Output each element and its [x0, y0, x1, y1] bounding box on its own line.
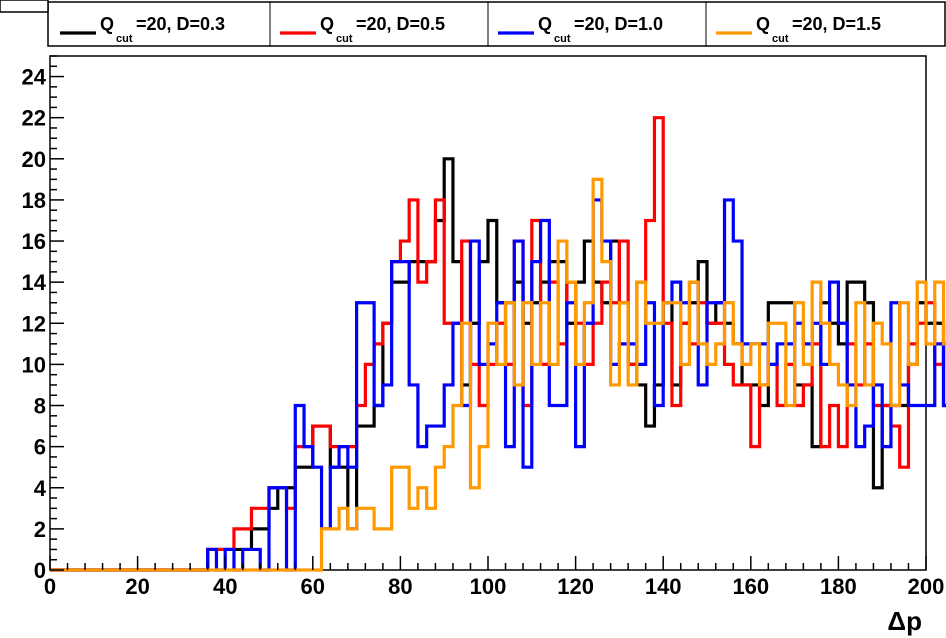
- x-tick-label: 140: [645, 574, 682, 599]
- legend-label-main: Q: [538, 14, 552, 34]
- tick-labels: 0 20 40 60 80 100 120 140 160 180 2000246810121416…: [22, 65, 945, 599]
- y-tick-label: 2: [34, 517, 46, 542]
- y-tick-label: 0: [34, 558, 46, 583]
- x-tick-label: 180: [820, 574, 857, 599]
- legend-label-rest: =20, D=0.5: [356, 14, 445, 34]
- histogram-series-group: [50, 116, 946, 572]
- y-tick-label: 4: [34, 476, 47, 501]
- legend-label-rest: =20, D=0.3: [136, 14, 225, 34]
- x-tick-label: 0: [44, 574, 56, 599]
- x-tick-label: 80: [388, 574, 412, 599]
- x-tick-label: 20: [125, 574, 149, 599]
- title-tab: [0, 0, 49, 13]
- y-tick-label: 18: [22, 188, 46, 213]
- y-tick-label: 6: [34, 435, 46, 460]
- y-tick-label: 12: [22, 311, 46, 336]
- y-tick-label: 10: [22, 352, 46, 377]
- histogram-series-4: [50, 177, 946, 572]
- legend-label-sub: cut: [772, 33, 789, 45]
- x-tick-label: 100: [470, 574, 507, 599]
- legend-label-sub: cut: [336, 33, 353, 45]
- x-axis-title: Δp: [887, 606, 922, 636]
- y-tick-label: 16: [22, 229, 46, 254]
- legend-label-rest: =20, D=1.5: [792, 14, 881, 34]
- legend-label-rest: =20, D=1.0: [574, 14, 663, 34]
- y-tick-label: 14: [22, 270, 47, 295]
- axis-ticks: [49, 55, 927, 571]
- legend-label-main: Q: [100, 14, 114, 34]
- x-tick-label: 60: [301, 574, 325, 599]
- x-tick-label: 200: [908, 574, 945, 599]
- legend-frame: [47, 1, 946, 47]
- legend-label-main: Q: [756, 14, 770, 34]
- y-tick-label: 22: [22, 106, 46, 131]
- legend-label-sub: cut: [554, 33, 571, 45]
- y-tick-label: 8: [34, 394, 46, 419]
- legend-label-main: Q: [320, 14, 334, 34]
- y-tick-label: 20: [22, 147, 46, 172]
- legend-label-sub: cut: [116, 33, 133, 45]
- y-tick-label: 24: [22, 65, 47, 90]
- x-tick-label: 120: [557, 574, 594, 599]
- x-tick-label: 40: [213, 574, 237, 599]
- x-tick-label: 160: [732, 574, 769, 599]
